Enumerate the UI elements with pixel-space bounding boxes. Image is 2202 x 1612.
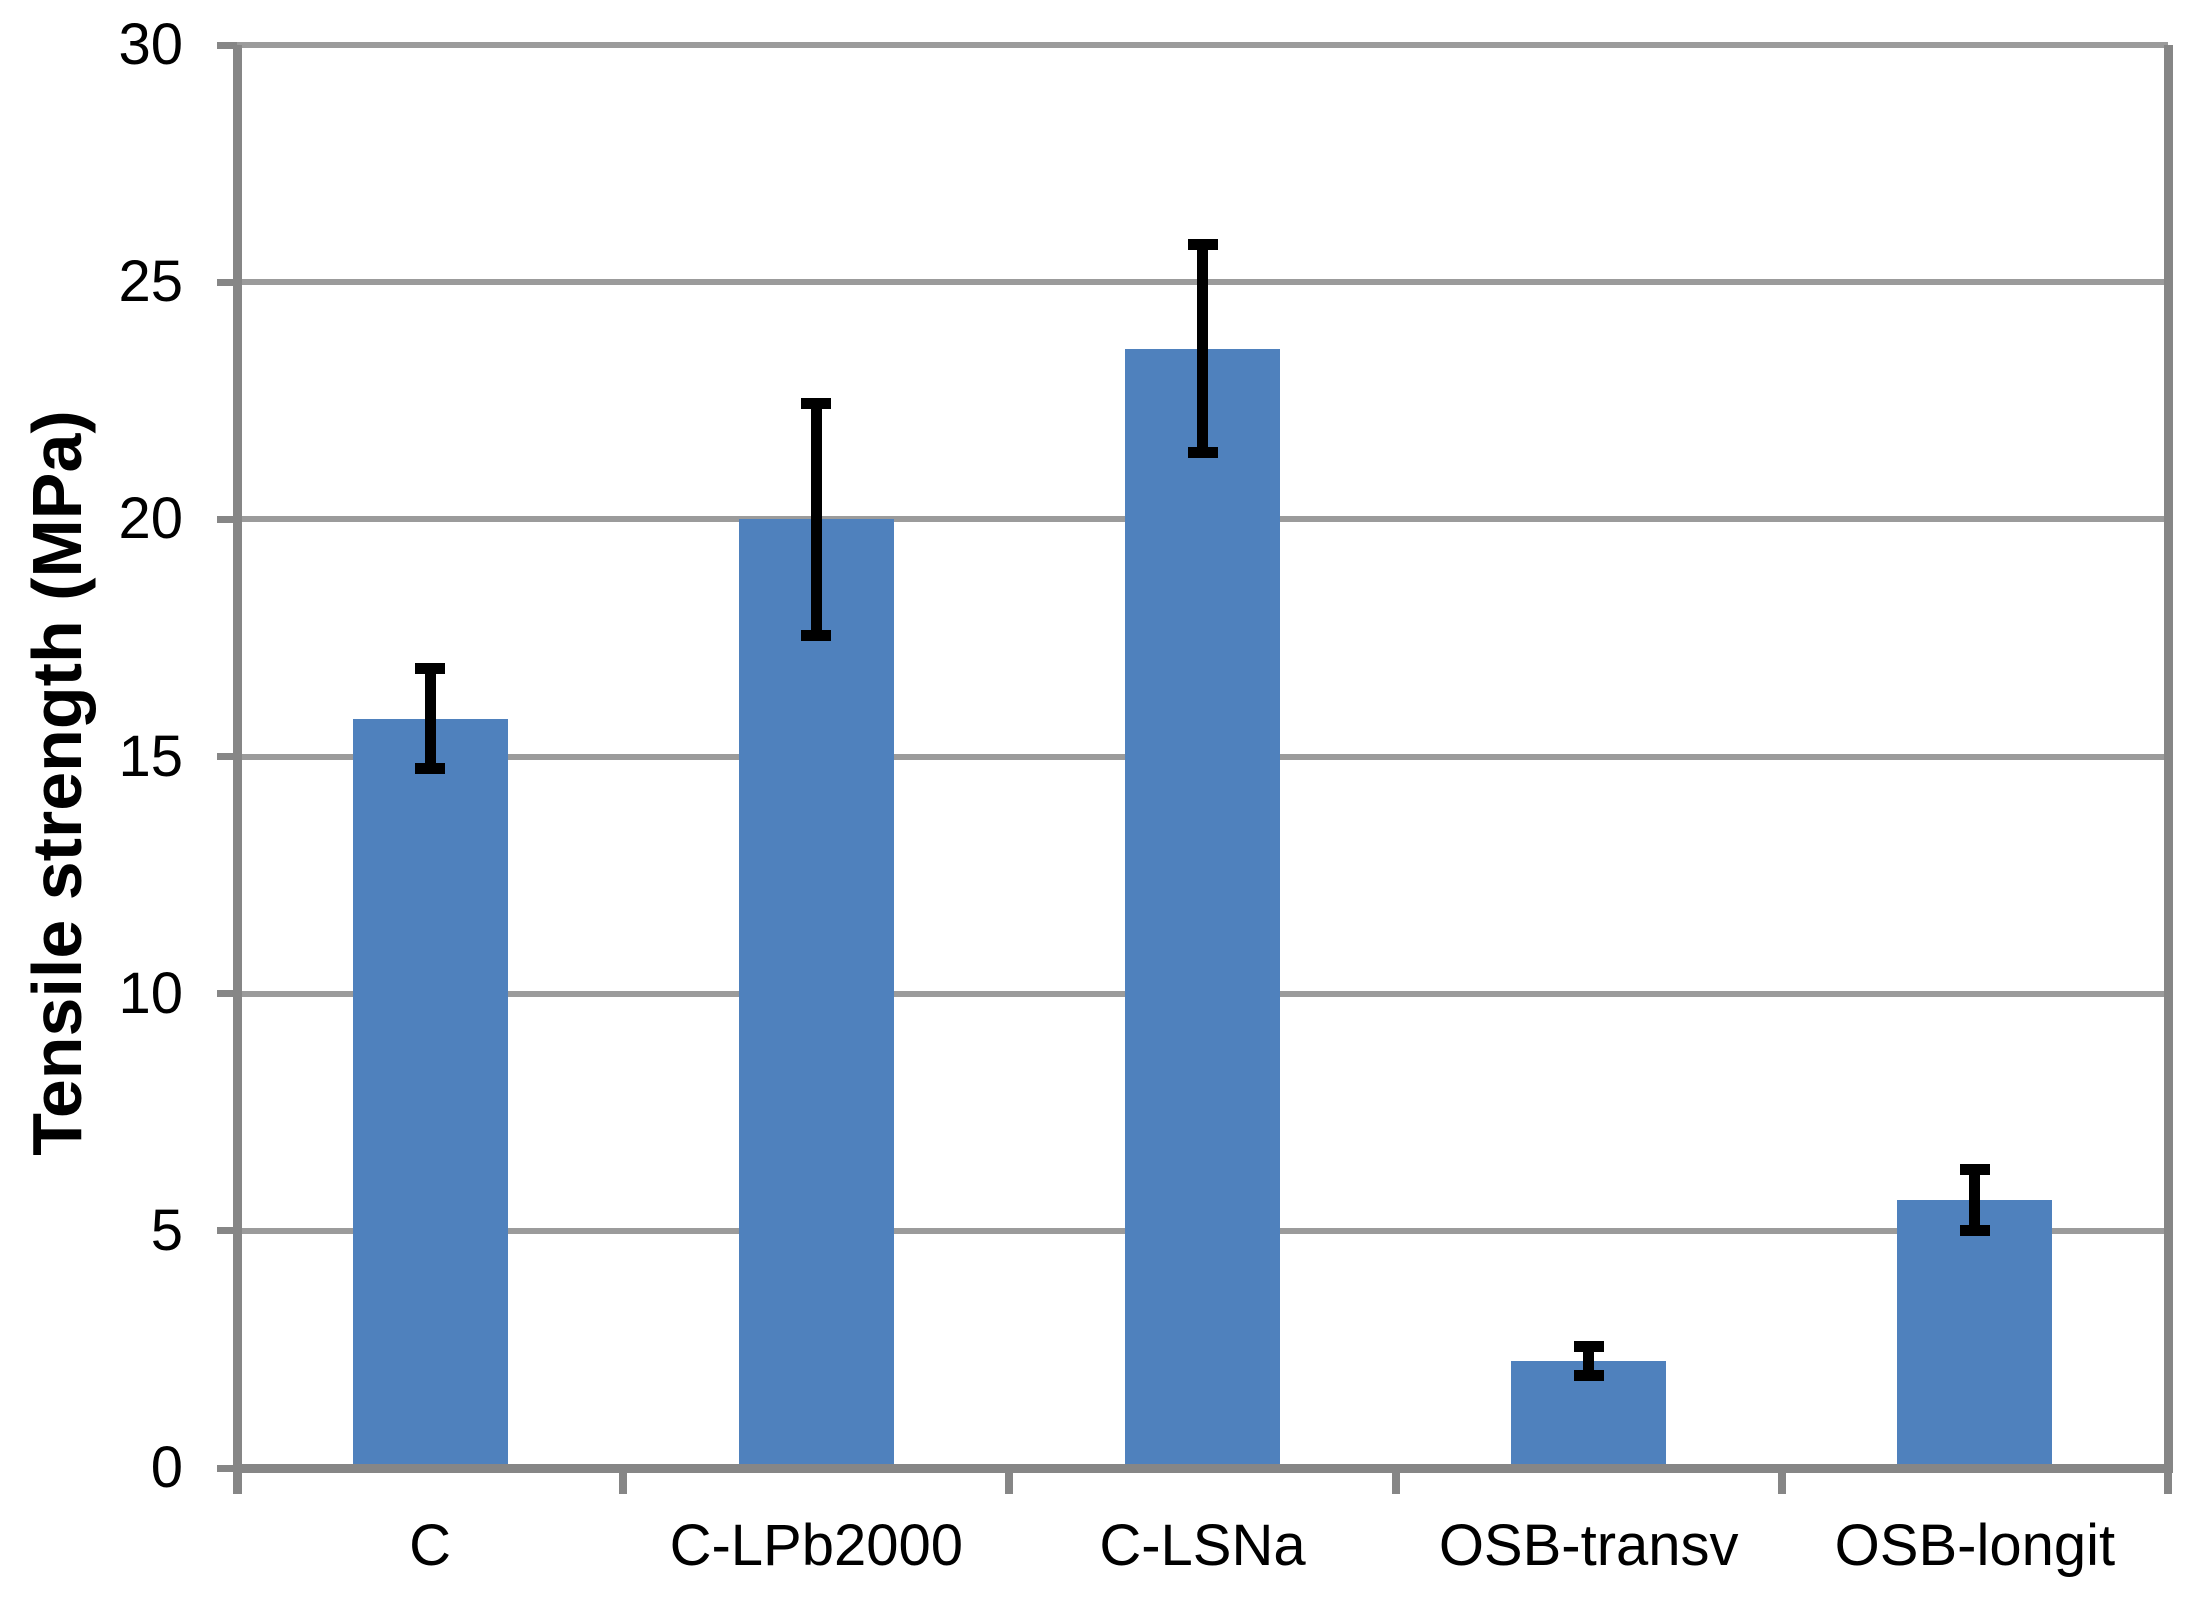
y-tick-label: 0	[150, 1435, 183, 1500]
x-tick-4	[1777, 1468, 1786, 1494]
error-bar-cap-bottom	[1573, 1370, 1604, 1382]
plot-right-border	[2163, 45, 2173, 1468]
error-bar-cap-bottom	[1187, 447, 1218, 459]
y-tick-label: 10	[118, 960, 183, 1026]
x-category-label-OSB-longit: OSB-longit	[1834, 1513, 2116, 1578]
error-bar-cap-top	[415, 663, 446, 675]
bar-C-LSNa	[1125, 348, 1280, 1468]
y-tick-30	[217, 41, 237, 49]
error-bar-cap-top	[1959, 1163, 1990, 1175]
y-tick-25	[217, 278, 237, 286]
error-bar-line	[1197, 244, 1208, 453]
error-bar-cap-top	[801, 397, 832, 409]
y-tick-label: 15	[118, 723, 183, 789]
y-tick-0	[217, 1464, 237, 1472]
error-bar-line	[424, 668, 436, 769]
error-bar-cap-bottom	[415, 762, 446, 774]
error-bar-line	[1583, 1346, 1595, 1376]
x-category-label-OSB-transv: OSB-transv	[1438, 1513, 1739, 1578]
error-bar-cap-top	[1187, 238, 1218, 250]
bar-C	[352, 718, 508, 1468]
x-category-label-C-LPb2000: C-LPb2000	[669, 1513, 963, 1578]
error-bar-cap-bottom	[801, 630, 832, 642]
y-axis-line	[232, 45, 242, 1494]
x-tick-2	[1005, 1468, 1014, 1494]
x-tick-1	[619, 1468, 628, 1494]
y-tick-15	[217, 753, 237, 760]
gridline-y-30	[237, 42, 2168, 48]
x-tick-3	[1391, 1468, 1400, 1494]
x-tick-5	[2164, 1468, 2172, 1494]
x-axis-line	[232, 1463, 2173, 1473]
y-tick-10	[217, 990, 237, 998]
y-tick-label: 5	[150, 1197, 183, 1263]
y-tick-label: 25	[118, 249, 183, 315]
error-bar-line	[810, 403, 822, 636]
x-category-label-C: C	[409, 1513, 452, 1578]
error-bar-cap-top	[1573, 1341, 1604, 1353]
bar-C-LPb2000	[738, 519, 894, 1468]
y-tick-label: 30	[118, 12, 183, 77]
y-tick-5	[217, 1227, 237, 1235]
bar-OSB-longit	[1897, 1200, 2053, 1468]
y-tick-label: 20	[118, 486, 183, 552]
y-tick-20	[217, 515, 237, 523]
error-bar-cap-bottom	[1959, 1225, 1990, 1237]
error-bar-line	[1969, 1169, 1981, 1231]
x-category-label-C-LSNa: C-LSNa	[1099, 1513, 1306, 1578]
